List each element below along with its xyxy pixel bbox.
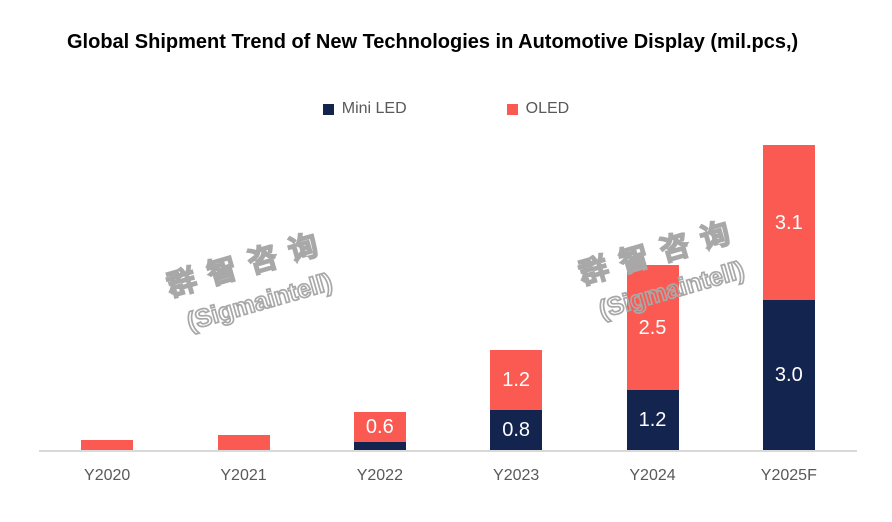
x-axis-label-Y2023: Y2023 <box>493 467 540 484</box>
bar-data-label: 3.1 <box>774 211 803 234</box>
x-axis-label-Y2024: Y2024 <box>629 467 676 484</box>
bar-Y2020 <box>81 440 134 450</box>
legend-item-mini-led: Mini LED <box>322 100 407 118</box>
bar-data-label: 0.8 <box>502 419 531 441</box>
bar-Y2025F: 3.0 3.1 <box>762 145 815 450</box>
bar-data-label: 3.0 <box>774 364 803 386</box>
legend-label-oled: OLED <box>525 100 570 117</box>
bar-segment-oled-Y2025F: 3.1 <box>762 145 815 300</box>
bar-data-label: 1.2 <box>502 369 531 391</box>
legend-label-mini-led: Mini LED <box>341 100 407 117</box>
legend: Mini LED OLED <box>0 100 892 118</box>
bar-segment-oled-Y2021 <box>217 435 270 450</box>
bar-Y2024: 1.2 2.5 <box>626 265 679 450</box>
x-axis-label-Y2022: Y2022 <box>356 467 403 484</box>
bar-segment-oled-Y2020 <box>81 440 134 450</box>
bar-segment-mini-led-Y2022 <box>353 442 406 450</box>
x-axis-label-Y2025F: Y2025F <box>760 467 817 484</box>
bar-Y2021 <box>217 435 270 450</box>
x-axis-label-Y2021: Y2021 <box>220 467 267 484</box>
bar-Y2023: 0.8 1.2 <box>490 350 543 450</box>
bar-data-label: 0.6 <box>365 416 394 438</box>
bar-data-label: 1.2 <box>638 409 667 431</box>
legend-swatch-oled <box>506 103 518 115</box>
bar-segment-mini-led-Y2023: 0.8 <box>490 410 543 450</box>
bar-segment-oled-Y2023: 1.2 <box>490 350 543 410</box>
x-axis-label-Y2020: Y2020 <box>84 467 131 484</box>
bar-segment-oled-Y2024: 2.5 <box>626 265 679 390</box>
legend-swatch-mini-led <box>322 103 334 115</box>
legend-item-oled: OLED <box>506 100 570 118</box>
x-axis-line <box>39 450 857 452</box>
chart-title: Global Shipment Trend of New Technologie… <box>67 31 799 53</box>
bar-Y2022: 0.6 <box>353 412 406 450</box>
bar-segment-mini-led-Y2025F: 3.0 <box>762 300 815 450</box>
bar-data-label: 2.5 <box>638 316 667 339</box>
plot-area: Y2020 Y2021 0.6 Y2022 0.8 1.2 Y2023 1.2 2.5 Y2024… <box>39 0 857 484</box>
bar-segment-oled-Y2022: 0.6 <box>353 412 406 442</box>
bar-segment-mini-led-Y2024: 1.2 <box>626 390 679 450</box>
